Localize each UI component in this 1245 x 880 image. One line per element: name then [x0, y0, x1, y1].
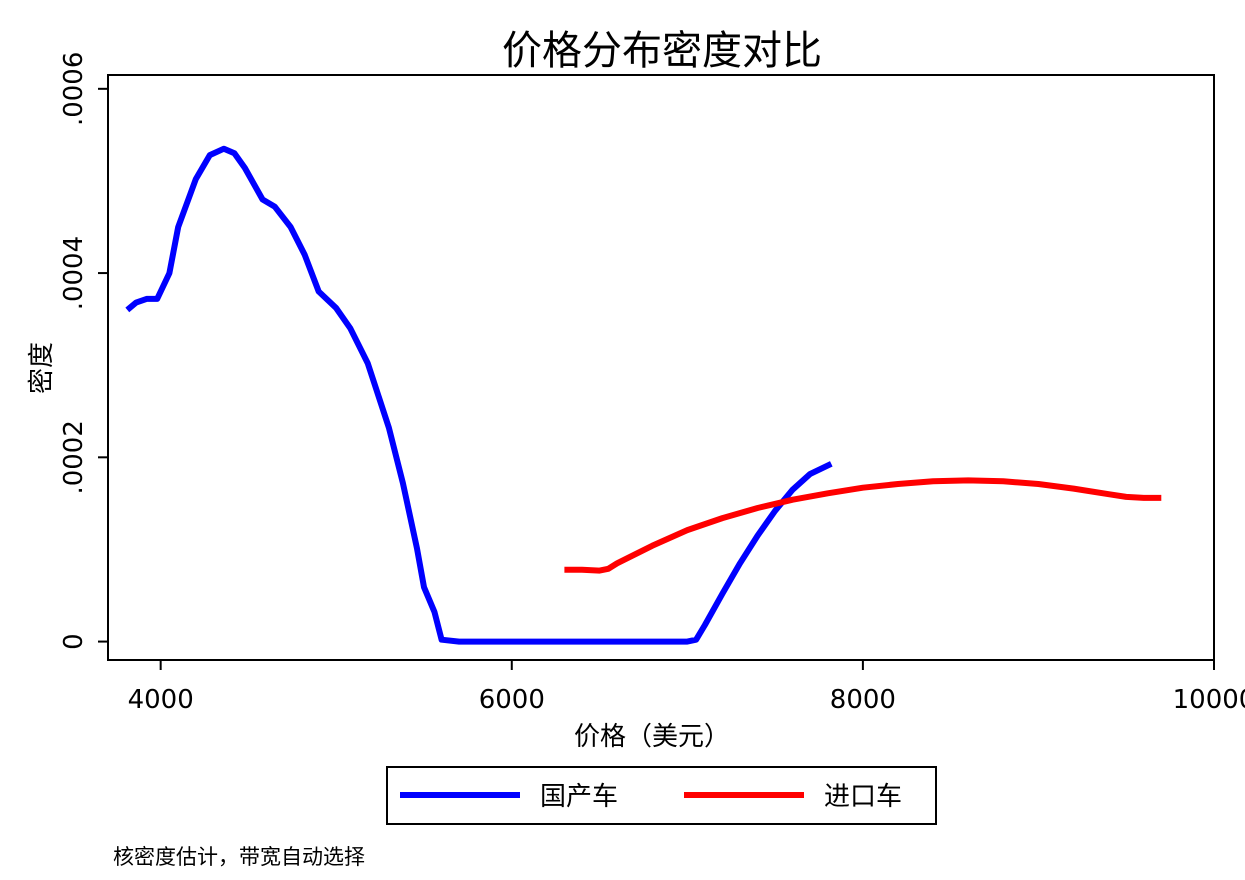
series-layer: [125, 145, 1162, 645]
y-axis: 0 .0002 .0004 .0006: [59, 52, 108, 650]
chart-note: 核密度估计，带宽自动选择: [113, 845, 365, 869]
x-axis-label: 价格（美元）: [574, 722, 730, 752]
plot-frame: [107, 74, 1215, 661]
chart-title: 价格分布密度对比: [502, 28, 822, 74]
x-axis: 4000 6000 8000 10000: [128, 660, 1245, 715]
y-axis-label: 密度: [27, 342, 57, 394]
y-tick-label: 0: [59, 633, 89, 650]
x-tick-label: 6000: [479, 685, 545, 715]
y-tick-label: .0002: [59, 420, 89, 494]
series-line-domestic: [125, 145, 833, 645]
legend-label-domestic: 国产车: [540, 782, 618, 812]
series-line-import: [564, 477, 1162, 574]
y-tick-label: .0006: [59, 52, 89, 126]
legend: 国产车 进口车: [386, 766, 937, 825]
y-tick-label: .0004: [59, 236, 89, 310]
x-tick-label: 8000: [830, 685, 896, 715]
x-tick-label: 4000: [128, 685, 194, 715]
legend-label-import: 进口车: [824, 782, 902, 812]
x-tick-label: 10000: [1173, 685, 1245, 715]
